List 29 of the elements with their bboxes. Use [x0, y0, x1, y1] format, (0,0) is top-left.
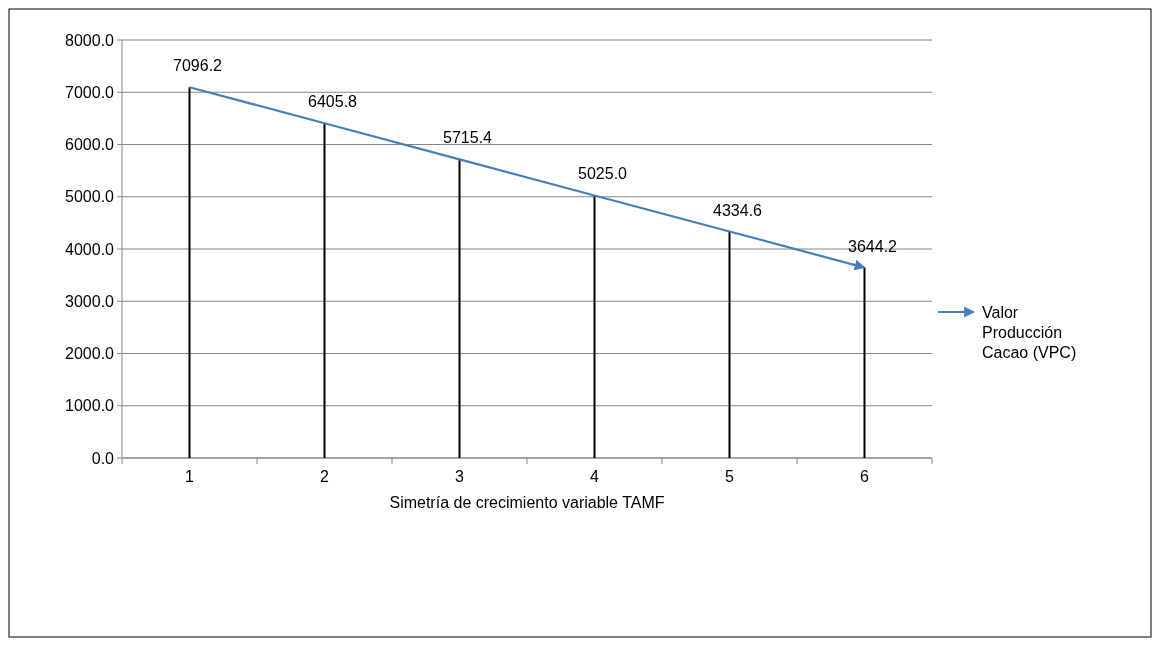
x-tick-label: 4 [590, 468, 600, 485]
y-tick-label: 8000.0 [65, 31, 115, 49]
bar [863, 267, 866, 458]
data-label: 5025.0 [578, 165, 628, 183]
y-tick-label: 3000.0 [65, 292, 115, 310]
bar [593, 195, 596, 458]
x-tick-label: 2 [320, 468, 330, 485]
y-tick-label: 2000.0 [65, 345, 115, 363]
bar [728, 231, 731, 458]
data-label: 7096.2 [173, 57, 223, 75]
bar [458, 159, 461, 458]
x-tick-label: 5 [725, 468, 735, 485]
y-tick-label: 0.0 [91, 449, 115, 467]
x-tick-label: 1 [185, 468, 195, 485]
data-label: 3644.2 [848, 237, 898, 255]
legend-label: Valor Producción Cacao (VPC) [982, 303, 1077, 361]
data-label: 6405.8 [308, 93, 358, 111]
x-tick-label: 3 [455, 468, 465, 485]
y-tick-label: 4000.0 [65, 240, 115, 258]
y-tick-label: 7000.0 [65, 83, 115, 101]
bar [323, 123, 326, 458]
x-tick-label: 6 [860, 468, 870, 485]
y-tick-label: 6000.0 [65, 136, 115, 154]
data-label: 4334.6 [713, 201, 763, 219]
data-label: 5715.4 [443, 129, 493, 147]
y-tick-label: 1000.0 [65, 397, 115, 415]
x-axis-title: Simetría de crecimiento variable TAMF [389, 494, 665, 511]
bar [188, 87, 191, 458]
y-tick-label: 5000.0 [65, 188, 115, 206]
